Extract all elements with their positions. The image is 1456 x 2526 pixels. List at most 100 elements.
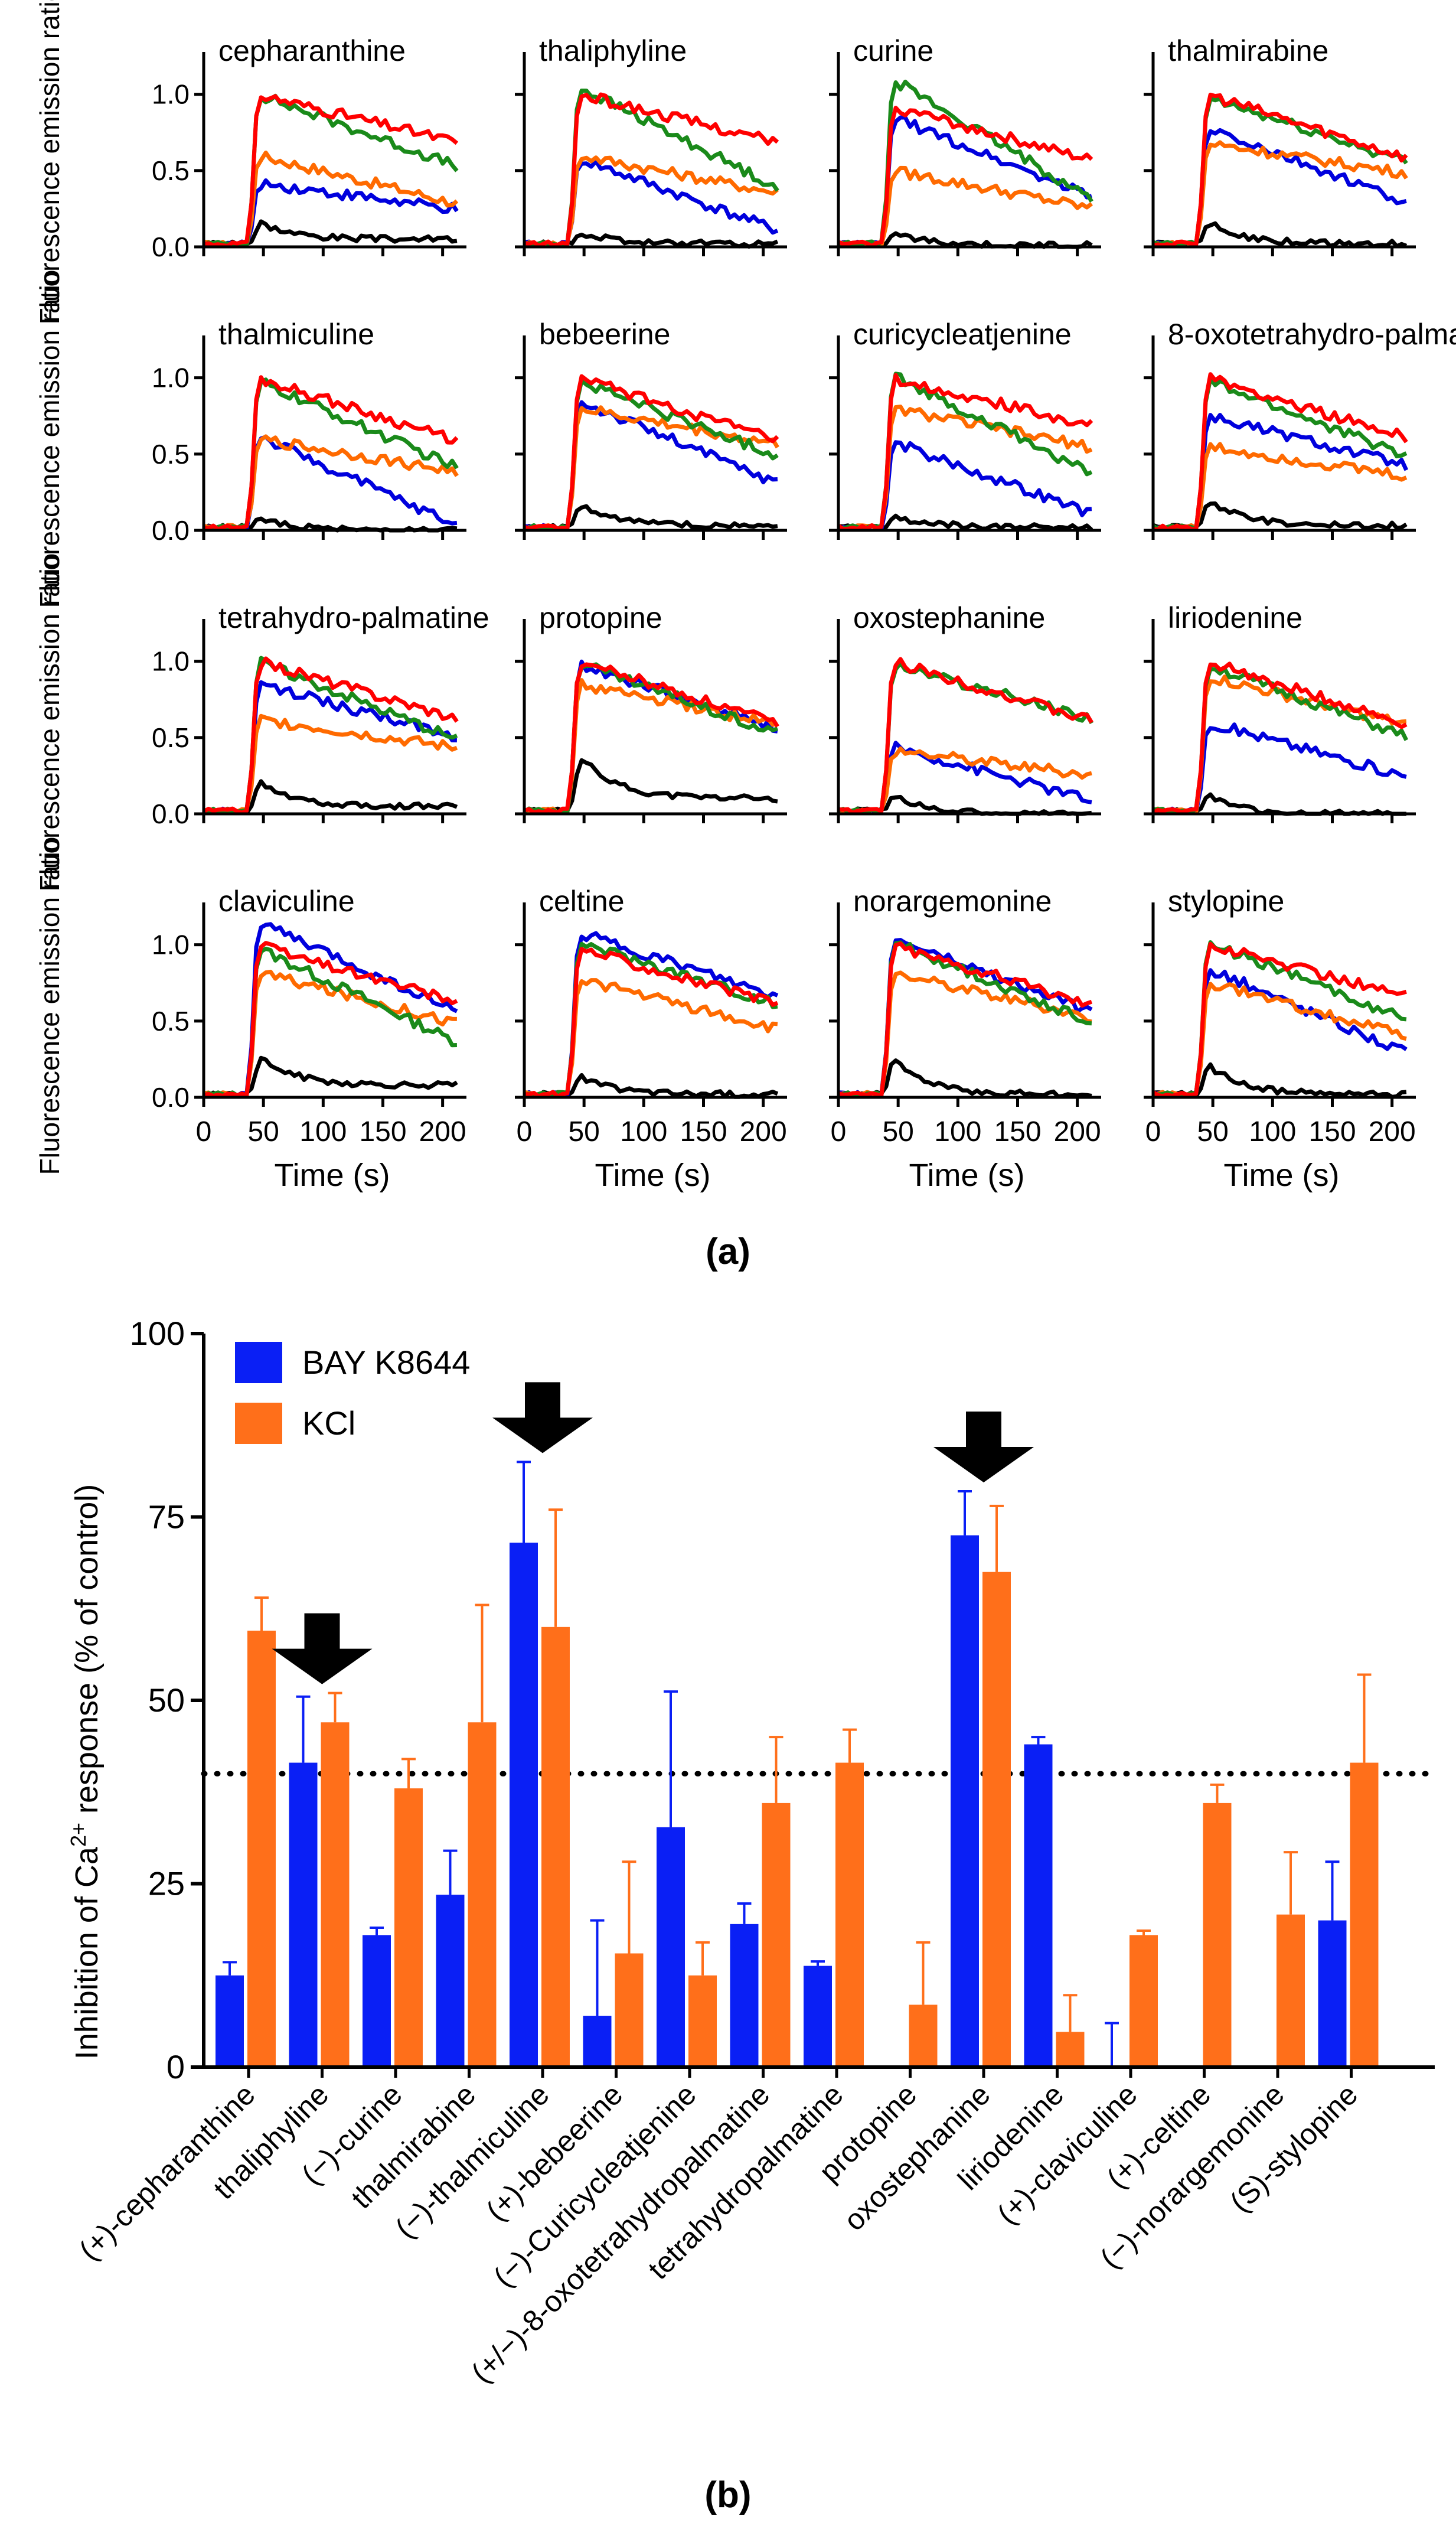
- x-axis-label: Time (s): [909, 1158, 1025, 1193]
- x-tick-label: 100: [620, 1116, 667, 1148]
- panel-a-line-charts: 0.0 0.5 1.0 Fluorescence emission ratio ceph…: [34, 0, 1456, 1193]
- x-axis-label: Time (s): [595, 1158, 711, 1193]
- panel-title: cepharanthine: [218, 34, 406, 67]
- x-tick-label: 0: [196, 1116, 212, 1148]
- series-line-black: [203, 1055, 458, 1099]
- series-line-red: [524, 662, 779, 815]
- y-tick-label: 1.0: [152, 646, 190, 677]
- series-line-blue: [1153, 413, 1409, 532]
- bar-bay: [363, 1935, 391, 2067]
- series-line-red: [203, 656, 459, 815]
- series-line-green: [1152, 96, 1408, 247]
- y-tick-label: 75: [148, 1498, 185, 1536]
- line-chart-panel: curicycleatjenine: [829, 318, 1101, 540]
- panel-title: curicycleatjenine: [853, 318, 1072, 351]
- bar-kcl: [982, 1572, 1011, 2067]
- marker-arrow: [492, 1382, 593, 1453]
- panel-title: curine: [853, 34, 933, 67]
- legend-label-bay: BAY K8644: [302, 1344, 470, 1381]
- line-chart-panel: bebeerine: [515, 318, 787, 540]
- panel-title: thalmirabine: [1168, 34, 1328, 67]
- y-axis-label: Fluorescence emission ratio: [34, 837, 65, 1175]
- panel-b-y-axis-label: Inhibition of Ca2+ response (% of contro…: [66, 1484, 105, 2060]
- x-axis-label: Time (s): [275, 1158, 390, 1193]
- panel-b-label: (b): [704, 2475, 751, 2515]
- bar-bay: [216, 1975, 244, 2067]
- y-tick-label: 0.0: [152, 798, 190, 829]
- x-axis-label: Time (s): [1224, 1158, 1340, 1193]
- series-line-blue: [203, 922, 458, 1099]
- x-tick-label: 200: [419, 1116, 466, 1148]
- series-line-blue: [837, 741, 1092, 816]
- panel-title: celtine: [539, 885, 625, 918]
- x-tick-label: 50: [247, 1116, 279, 1148]
- line-chart-panel: 0 50 100 150 200 Time (s) norargemonine: [829, 885, 1101, 1193]
- series-line-orange: [1153, 140, 1408, 248]
- marker-arrow: [933, 1412, 1034, 1483]
- bar-bay: [951, 1535, 979, 2067]
- line-chart-panel: 0.0 0.5 1.0 Fluorescence emission ratio thal…: [34, 270, 466, 608]
- legend-swatch-kcl: [235, 1403, 282, 1444]
- x-tick-label: 50: [1197, 1116, 1228, 1148]
- bar-kcl: [247, 1631, 276, 2067]
- bar-bay: [657, 1827, 685, 2067]
- y-tick-label: 25: [148, 1865, 185, 1902]
- line-chart-panel: thalmirabine: [1144, 34, 1416, 256]
- panel-title: norargemonine: [853, 885, 1052, 918]
- y-tick-label: 0: [167, 2048, 185, 2085]
- x-tick-label: 100: [299, 1116, 347, 1148]
- x-tick-label: 150: [994, 1116, 1041, 1148]
- line-chart-panel: 0.0 0.5 1.0 Fluorescence emission ratio tetr…: [34, 553, 489, 892]
- x-tick-label: 0: [517, 1116, 533, 1148]
- line-chart-panel: 0 50 100 150 200 Time (s) celtine: [515, 885, 787, 1193]
- series-line-blue: [1152, 968, 1408, 1099]
- panel-title: 8-oxotetrahydro-palmatine: [1168, 318, 1456, 351]
- bar-kcl: [1277, 1914, 1305, 2067]
- line-chart-panel: 8-oxotetrahydro-palmatine: [1144, 318, 1456, 540]
- series-line-blue: [838, 938, 1093, 1098]
- bar-kcl: [909, 2004, 938, 2067]
- line-chart-panel: liriodenine: [1144, 601, 1416, 823]
- y-axis-label: Fluorescence emission ratio: [34, 0, 65, 324]
- x-tick-label: 0: [1145, 1116, 1161, 1148]
- bar-kcl: [394, 1788, 423, 2067]
- bar-kcl: [1056, 2032, 1085, 2067]
- panel-title: protopine: [539, 601, 662, 634]
- panel-title: oxostephanine: [853, 601, 1045, 634]
- line-chart-panel: 0.0 0.5 1.0 0 50 100 150 200 Time (s) Fluorescenc…: [34, 837, 466, 1193]
- bar-kcl: [541, 1627, 570, 2067]
- y-tick-label: 1.0: [152, 363, 190, 393]
- y-tick-label: 0.0: [152, 515, 190, 546]
- series-line-red: [524, 92, 779, 248]
- series-line-orange: [837, 165, 1093, 248]
- line-chart-panel: 0 50 100 150 200 Time (s) stylopine: [1144, 885, 1416, 1193]
- x-tick-label: 50: [568, 1116, 599, 1148]
- x-tick-label: 150: [680, 1116, 727, 1148]
- series-line-red: [838, 657, 1093, 815]
- marker-arrow: [272, 1613, 373, 1684]
- series-line-orange: [838, 746, 1092, 815]
- y-axis-label: Fluorescence emission ratio: [34, 553, 65, 892]
- series-line-red: [524, 947, 779, 1099]
- series-line-orange: [523, 155, 779, 248]
- panel-title: bebeerine: [539, 318, 670, 351]
- bar-bay: [1318, 1920, 1347, 2067]
- y-tick-label: 100: [130, 1315, 185, 1352]
- panel-title: thaliphyline: [539, 34, 687, 67]
- line-chart-panel: protopine: [515, 601, 787, 823]
- panel-title: thalmiculine: [218, 318, 374, 351]
- panel-a-label: (a): [706, 1231, 750, 1272]
- bar-bay: [436, 1895, 465, 2067]
- series-line-red: [837, 941, 1093, 1098]
- series-line-red: [203, 375, 459, 532]
- panel-title: tetrahydro-palmatine: [218, 601, 489, 634]
- bar-bay: [583, 2016, 612, 2067]
- series-line-green: [838, 79, 1093, 248]
- x-tick-label: 200: [1054, 1116, 1101, 1148]
- panel-title: liriodenine: [1168, 601, 1302, 634]
- y-tick-label: 0.5: [152, 439, 190, 470]
- y-tick-label: 50: [148, 1681, 185, 1719]
- bar-kcl: [1129, 1935, 1158, 2067]
- y-axis-label: Fluorescence emission ratio: [34, 270, 65, 608]
